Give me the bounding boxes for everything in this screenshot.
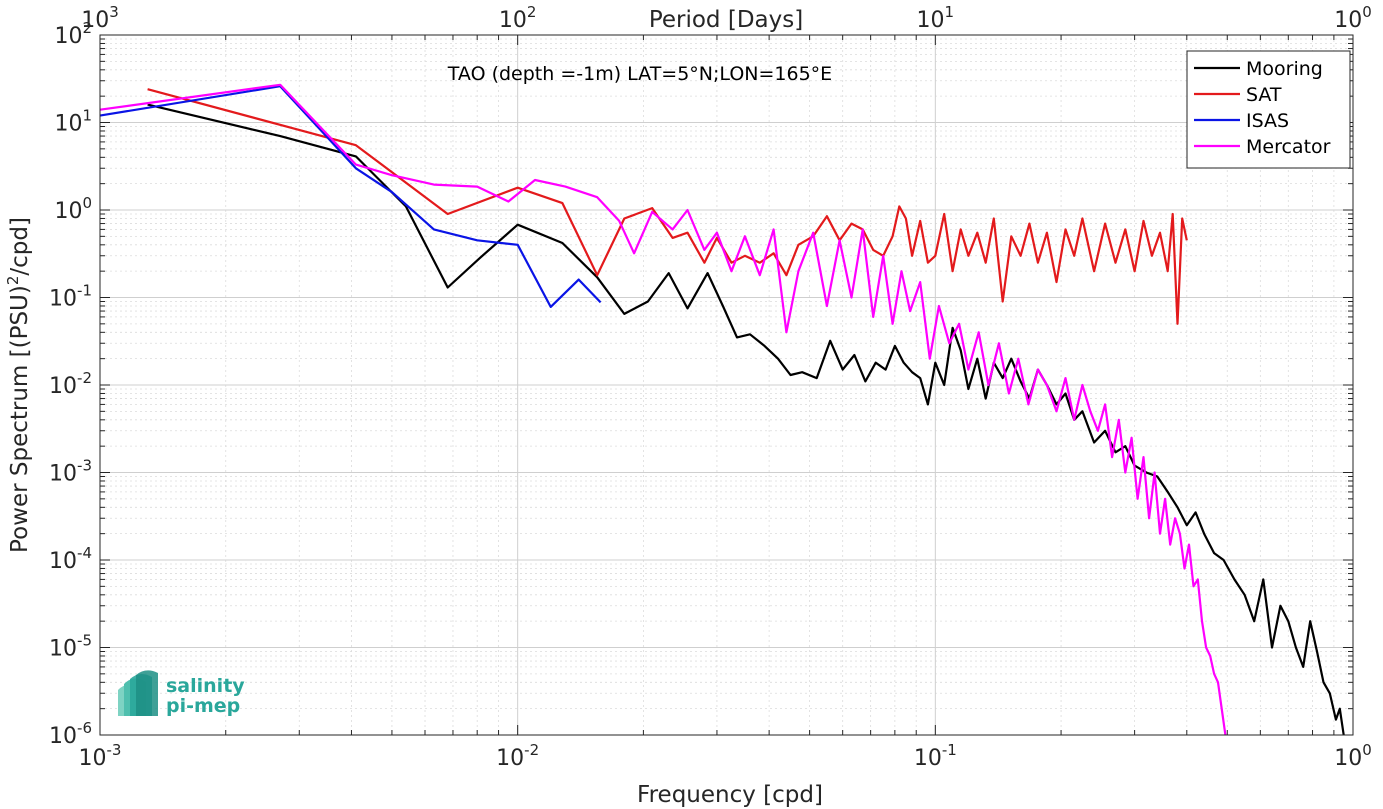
- y-tick-base: 10: [49, 724, 77, 749]
- x-tick-base: 10: [496, 746, 524, 771]
- y-axis-label-main: Power Spectrum [(PSU): [7, 285, 33, 553]
- top-x-tick-exp: 1: [945, 3, 955, 21]
- y-axis-label: Power Spectrum [(PSU)2/cpd]: [4, 217, 33, 553]
- y-tick-label: 102: [54, 19, 92, 49]
- y-tick-base: 10: [54, 112, 82, 137]
- ticks-layer: [99, 34, 1354, 736]
- top-x-tick-base: 10: [917, 8, 945, 33]
- y-tick-exp: -5: [77, 632, 92, 650]
- y-tick-base: 10: [49, 374, 77, 399]
- x-tick-base: 10: [1334, 746, 1362, 771]
- y-tick-base: 10: [54, 24, 82, 49]
- y-tick-label: 10-1: [49, 282, 92, 312]
- legend: Mooring SAT ISAS Mercator: [1186, 50, 1351, 169]
- legend-box: [1186, 50, 1351, 169]
- logo: salinity pi-mep: [118, 670, 245, 717]
- logo-line1: salinity: [166, 675, 245, 697]
- top-x-axis-label: Period [Days]: [649, 7, 803, 33]
- x-tick-label: 10-3: [79, 741, 122, 771]
- series-line-sat: [147, 88, 1188, 325]
- top-x-tick-base: 10: [81, 8, 109, 33]
- y-tick-exp: 0: [82, 194, 92, 212]
- legend-label-isas: ISAS: [1246, 110, 1289, 132]
- y-tick-exp: -1: [77, 282, 92, 300]
- x-tick-exp: -2: [524, 741, 539, 759]
- y-tick-label: 10-2: [49, 369, 92, 399]
- top-x-tick-label: 101: [917, 3, 955, 33]
- legend-label-mercator: Mercator: [1246, 136, 1331, 158]
- y-tick-base: 10: [49, 637, 77, 662]
- y-axis-label-sup: 2: [4, 276, 22, 286]
- y-tick-exp: 1: [82, 107, 92, 125]
- y-tick-exp: -4: [77, 544, 92, 562]
- x-tick-label: 10-1: [914, 741, 957, 771]
- legend-label-sat: SAT: [1246, 84, 1282, 106]
- top-x-tick-label: 102: [499, 3, 537, 33]
- y-tick-label: 10-5: [49, 632, 92, 662]
- x-tick-base: 10: [79, 746, 107, 771]
- y-tick-label: 10-3: [49, 457, 92, 487]
- top-x-tick-exp: 3: [109, 3, 119, 21]
- y-tick-label: 10-4: [49, 544, 92, 574]
- logo-waves-icon: [118, 670, 158, 716]
- series-line-mercator: [99, 83, 1227, 736]
- y-axis-label-rest: /cpd]: [7, 217, 33, 276]
- y-tick-base: 10: [49, 287, 77, 312]
- y-tick-exp: -2: [77, 369, 92, 387]
- y-tick-exp: -6: [77, 719, 92, 737]
- x-tick-base: 10: [914, 746, 942, 771]
- x-tick-label: 100: [1334, 741, 1372, 771]
- top-x-tick-base: 10: [1334, 8, 1362, 33]
- top-x-tick-label: 103: [81, 3, 119, 33]
- legend-label-mooring: Mooring: [1246, 58, 1323, 80]
- y-tick-exp: -3: [77, 457, 92, 475]
- y-tick-label: 100: [54, 194, 92, 224]
- y-tick-exp: 2: [82, 19, 92, 37]
- y-tick-label: 101: [54, 107, 92, 137]
- y-tick-label: 10-6: [49, 719, 92, 749]
- y-tick-base: 10: [49, 462, 77, 487]
- y-tick-base: 10: [54, 199, 82, 224]
- chart-title: TAO (depth =-1m) LAT=5°N;LON=165°E: [447, 63, 832, 85]
- legend-items: Mooring SAT ISAS Mercator: [1194, 58, 1331, 158]
- x-tick-exp: -3: [107, 741, 122, 759]
- x-axis-label: Frequency [cpd]: [637, 782, 823, 808]
- x-tick-exp: -1: [942, 741, 957, 759]
- series-line-isas: [99, 85, 602, 308]
- series-layer: [99, 83, 1345, 736]
- top-x-tick-exp: 2: [527, 3, 537, 21]
- y-tick-base: 10: [49, 549, 77, 574]
- top-x-tick-exp: 0: [1362, 3, 1372, 21]
- top-x-tick-label: 100: [1334, 3, 1372, 33]
- top-x-tick-base: 10: [499, 8, 527, 33]
- x-tick-label: 10-2: [496, 741, 539, 771]
- logo-line2: pi-mep: [166, 695, 240, 717]
- x-tick-exp: 0: [1362, 741, 1372, 759]
